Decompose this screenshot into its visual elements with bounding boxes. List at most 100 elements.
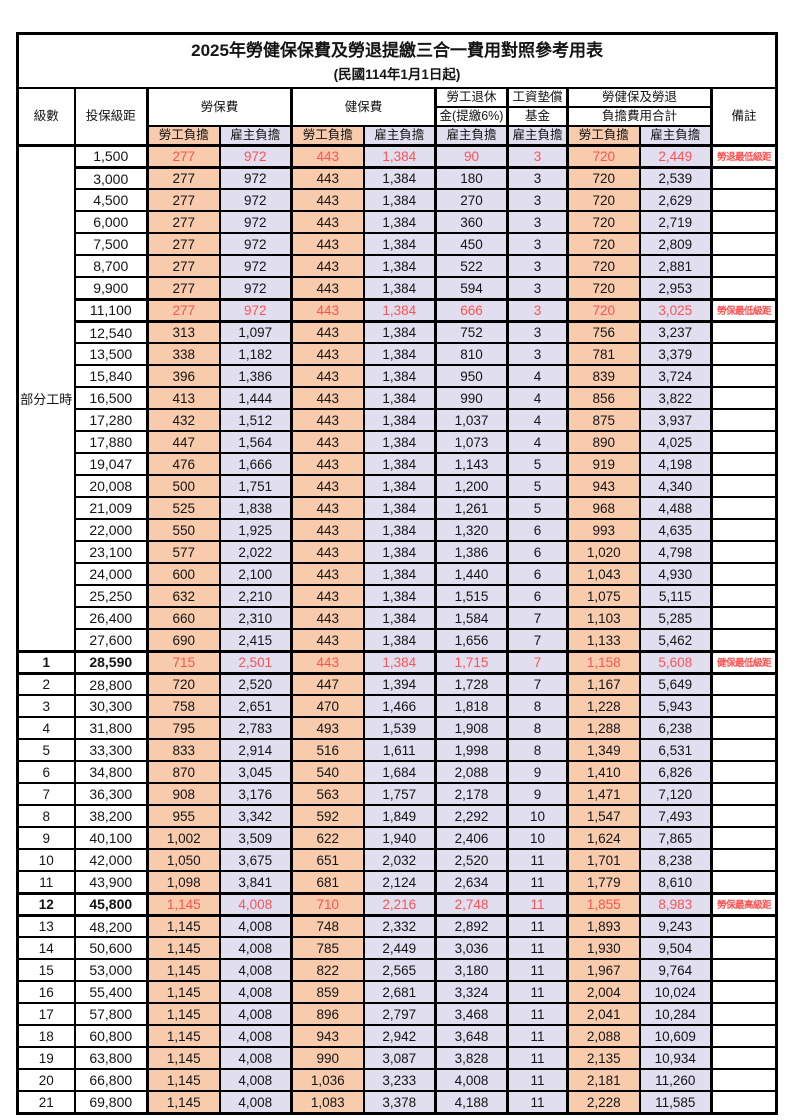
fee-value-cell: 990	[290, 1046, 365, 1071]
fee-value-cell: 1,715	[434, 649, 509, 675]
table-row: 6,000 277 972 443 1,384 360 3 720 2,719	[18, 210, 778, 235]
fee-value-cell: 3,509	[218, 826, 293, 851]
fee-value-cell: 1,564	[218, 430, 293, 455]
fee-value-cell: 2,100	[218, 562, 293, 587]
fee-value-cell: 4,008	[218, 1024, 293, 1049]
salary-bracket-cell: 45,800	[73, 891, 149, 917]
fee-value-cell: 3	[506, 166, 569, 191]
page-subtitle: (民國114年1月1日起)	[333, 67, 461, 82]
fee-value-cell: 11	[506, 1068, 569, 1093]
level-cell: 17	[16, 1002, 76, 1027]
fee-value-cell: 470	[290, 694, 365, 719]
salary-bracket-cell: 4,500	[73, 188, 149, 213]
remark-cell	[709, 980, 778, 1005]
fee-value-cell: 1,855	[566, 891, 641, 917]
fee-value-cell: 1,145	[146, 914, 221, 939]
fee-value-cell: 443	[290, 254, 365, 279]
fee-value-cell: 1,384	[362, 364, 437, 389]
fee-value-cell: 450	[434, 232, 509, 257]
salary-bracket-cell: 9,900	[73, 276, 149, 301]
remark-cell	[709, 672, 778, 697]
fee-value-cell: 5,285	[638, 606, 713, 631]
fee-value-cell: 11	[506, 936, 569, 961]
page-title: 2025年勞健保保費及勞退提繳三合一費用對照參考用表	[191, 41, 603, 60]
fee-value-cell: 1,020	[566, 540, 641, 565]
fee-value-cell: 1,349	[566, 738, 641, 763]
remark-cell: 勞保最低級距	[709, 297, 778, 323]
fee-value-cell: 1,133	[566, 628, 641, 653]
fee-value-cell: 443	[290, 606, 365, 631]
fee-value-cell: 1,384	[362, 628, 437, 653]
level-cell: 12	[16, 891, 76, 917]
fee-value-cell: 822	[290, 958, 365, 983]
fee-value-cell: 4,798	[638, 540, 713, 565]
fee-value-cell: 10,024	[638, 980, 713, 1005]
fee-value-cell: 810	[434, 342, 509, 367]
fee-value-cell: 1,288	[566, 716, 641, 741]
fee-value-cell: 2,415	[218, 628, 293, 653]
fee-value-cell: 1,384	[362, 474, 437, 499]
fee-value-cell: 540	[290, 760, 365, 785]
fee-value-cell: 2,210	[218, 584, 293, 609]
remark-cell	[709, 562, 778, 587]
fee-value-cell: 443	[290, 496, 365, 521]
fee-value-cell: 360	[434, 210, 509, 235]
fee-value-cell: 1,036	[290, 1068, 365, 1093]
fee-value-cell: 2,124	[362, 870, 437, 895]
fee-value-cell: 493	[290, 716, 365, 741]
fee-value-cell: 1,103	[566, 606, 641, 631]
table-row: 1 28,590 715 2,501 443 1,384 1,715 7 1,158 5,608 健…	[16, 649, 778, 675]
remark-cell	[709, 232, 778, 257]
remark-cell	[709, 276, 778, 301]
fee-value-cell: 1,384	[362, 452, 437, 477]
level-cell: 2	[16, 672, 76, 697]
fee-value-cell: 1,444	[218, 386, 293, 411]
fee-value-cell: 720	[566, 143, 641, 169]
fee-value-cell: 1,384	[362, 143, 437, 169]
fee-value-cell: 715	[146, 649, 221, 675]
fee-value-cell: 1,145	[146, 1090, 221, 1115]
table-row: 21 69,800 1,145 4,008 1,083 3,378 4,188 11 2,228…	[16, 1090, 778, 1115]
table-row: 22,000 550 1,925 443 1,384 1,320 6 993 4,635	[18, 518, 778, 543]
table-row: 11,100 277 972 443 1,384 666 3 720 3,025 勞保最低級距	[18, 297, 778, 323]
level-cell: 7	[16, 782, 76, 807]
fee-value-cell: 1,228	[566, 694, 641, 719]
fee-value-cell: 758	[146, 694, 221, 719]
col-header-total-employee: 勞工負擔	[566, 124, 641, 147]
fee-value-cell: 3	[506, 342, 569, 367]
fee-value-cell: 6,826	[638, 760, 713, 785]
fee-value-cell: 443	[290, 628, 365, 653]
fee-value-cell: 1,512	[218, 408, 293, 433]
fee-value-cell: 1,818	[434, 694, 509, 719]
fee-value-cell: 2,681	[362, 980, 437, 1005]
fee-value-cell: 1,611	[362, 738, 437, 763]
remark-cell	[709, 628, 778, 653]
fee-value-cell: 4,008	[218, 1046, 293, 1071]
table-row: 19 63,800 1,145 4,008 990 3,087 3,828 11 2,135 10…	[16, 1046, 778, 1071]
fee-value-cell: 4,188	[434, 1090, 509, 1115]
level-cell: 11	[16, 870, 76, 895]
header-row-groups-2: 金(提繳6%) 基金 負擔費用合計	[18, 106, 777, 127]
fee-value-cell: 720	[566, 188, 641, 213]
fee-value-cell: 10,609	[638, 1024, 713, 1049]
fee-value-cell: 1,656	[434, 628, 509, 653]
fee-value-cell: 972	[218, 143, 293, 169]
level-cell: 5	[16, 738, 76, 763]
fee-value-cell: 1,757	[362, 782, 437, 807]
fee-value-cell: 1,384	[362, 232, 437, 257]
col-header-health-employer: 雇主負擔	[362, 124, 437, 147]
fee-value-cell: 4,025	[638, 430, 713, 455]
fee-value-cell: 9	[506, 782, 569, 807]
fee-value-cell: 1,908	[434, 716, 509, 741]
fee-value-cell: 6	[506, 584, 569, 609]
fee-value-cell: 5,462	[638, 628, 713, 653]
salary-bracket-cell: 57,800	[73, 1002, 149, 1027]
fee-value-cell: 1,145	[146, 1002, 221, 1027]
fee-value-cell: 4,008	[218, 914, 293, 939]
fee-value-cell: 1,779	[566, 870, 641, 895]
fee-value-cell: 277	[146, 297, 221, 323]
fee-value-cell: 10,934	[638, 1046, 713, 1071]
fee-value-cell: 592	[290, 804, 365, 829]
title-row: 2025年勞健保保費及勞退提繳三合一費用對照參考用表 (民國114年1月1日起)	[16, 32, 778, 89]
fee-value-cell: 1,728	[434, 672, 509, 697]
